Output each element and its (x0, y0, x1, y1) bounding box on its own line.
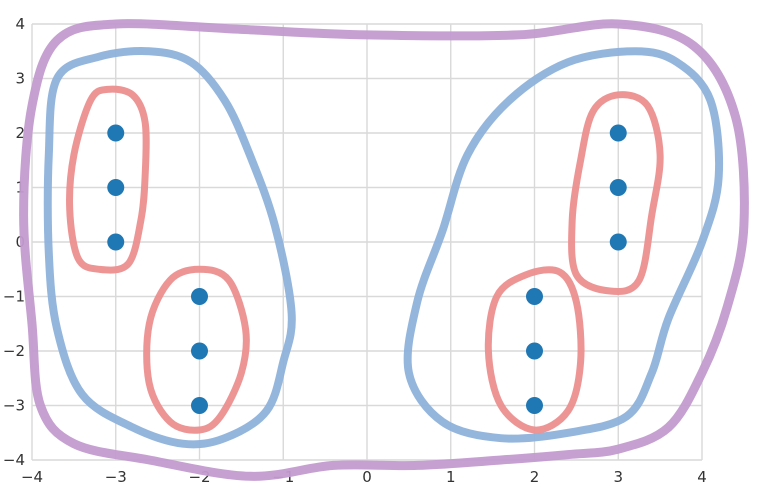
x-tick-label: 3 (613, 468, 623, 486)
outer-cluster-outline-0 (19, 19, 749, 481)
data-point (191, 342, 208, 360)
y-tick-label: −3 (3, 397, 25, 415)
y-tick-label: −4 (3, 451, 25, 469)
x-tick-label: 0 (362, 468, 372, 486)
y-tick-label: −1 (3, 288, 25, 306)
data-point (526, 397, 543, 414)
x-tick-label: 2 (530, 468, 540, 486)
data-point (107, 124, 125, 142)
y-tick-label: 3 (15, 70, 25, 88)
data-point (191, 397, 208, 414)
data-point (609, 124, 627, 142)
grid (31, 23, 703, 461)
x-tick-label: 1 (446, 468, 456, 486)
middle-cluster-outline-2 (403, 47, 724, 443)
cluster-outlines (19, 19, 749, 481)
x-tick-label: −3 (105, 468, 127, 486)
data-point (191, 288, 208, 305)
x-tick-label: 4 (697, 468, 707, 486)
data-point (107, 179, 125, 196)
inner-cluster-outline-5 (568, 91, 664, 296)
data-points (107, 124, 627, 414)
y-tick-label: 4 (15, 15, 25, 33)
y-tick-label: 2 (15, 124, 25, 142)
inner-cluster-outline-4 (143, 265, 250, 434)
data-point (609, 179, 627, 196)
middle-cluster-outline-1 (43, 47, 296, 449)
data-point (526, 288, 543, 305)
inner-cluster-outline-3 (66, 85, 150, 274)
data-point (107, 233, 125, 251)
inner-cluster-outline-6 (484, 266, 585, 434)
y-tick-label: −2 (3, 342, 25, 360)
data-point (609, 233, 627, 251)
data-point (526, 342, 543, 360)
x-tick-label: −4 (21, 468, 43, 486)
